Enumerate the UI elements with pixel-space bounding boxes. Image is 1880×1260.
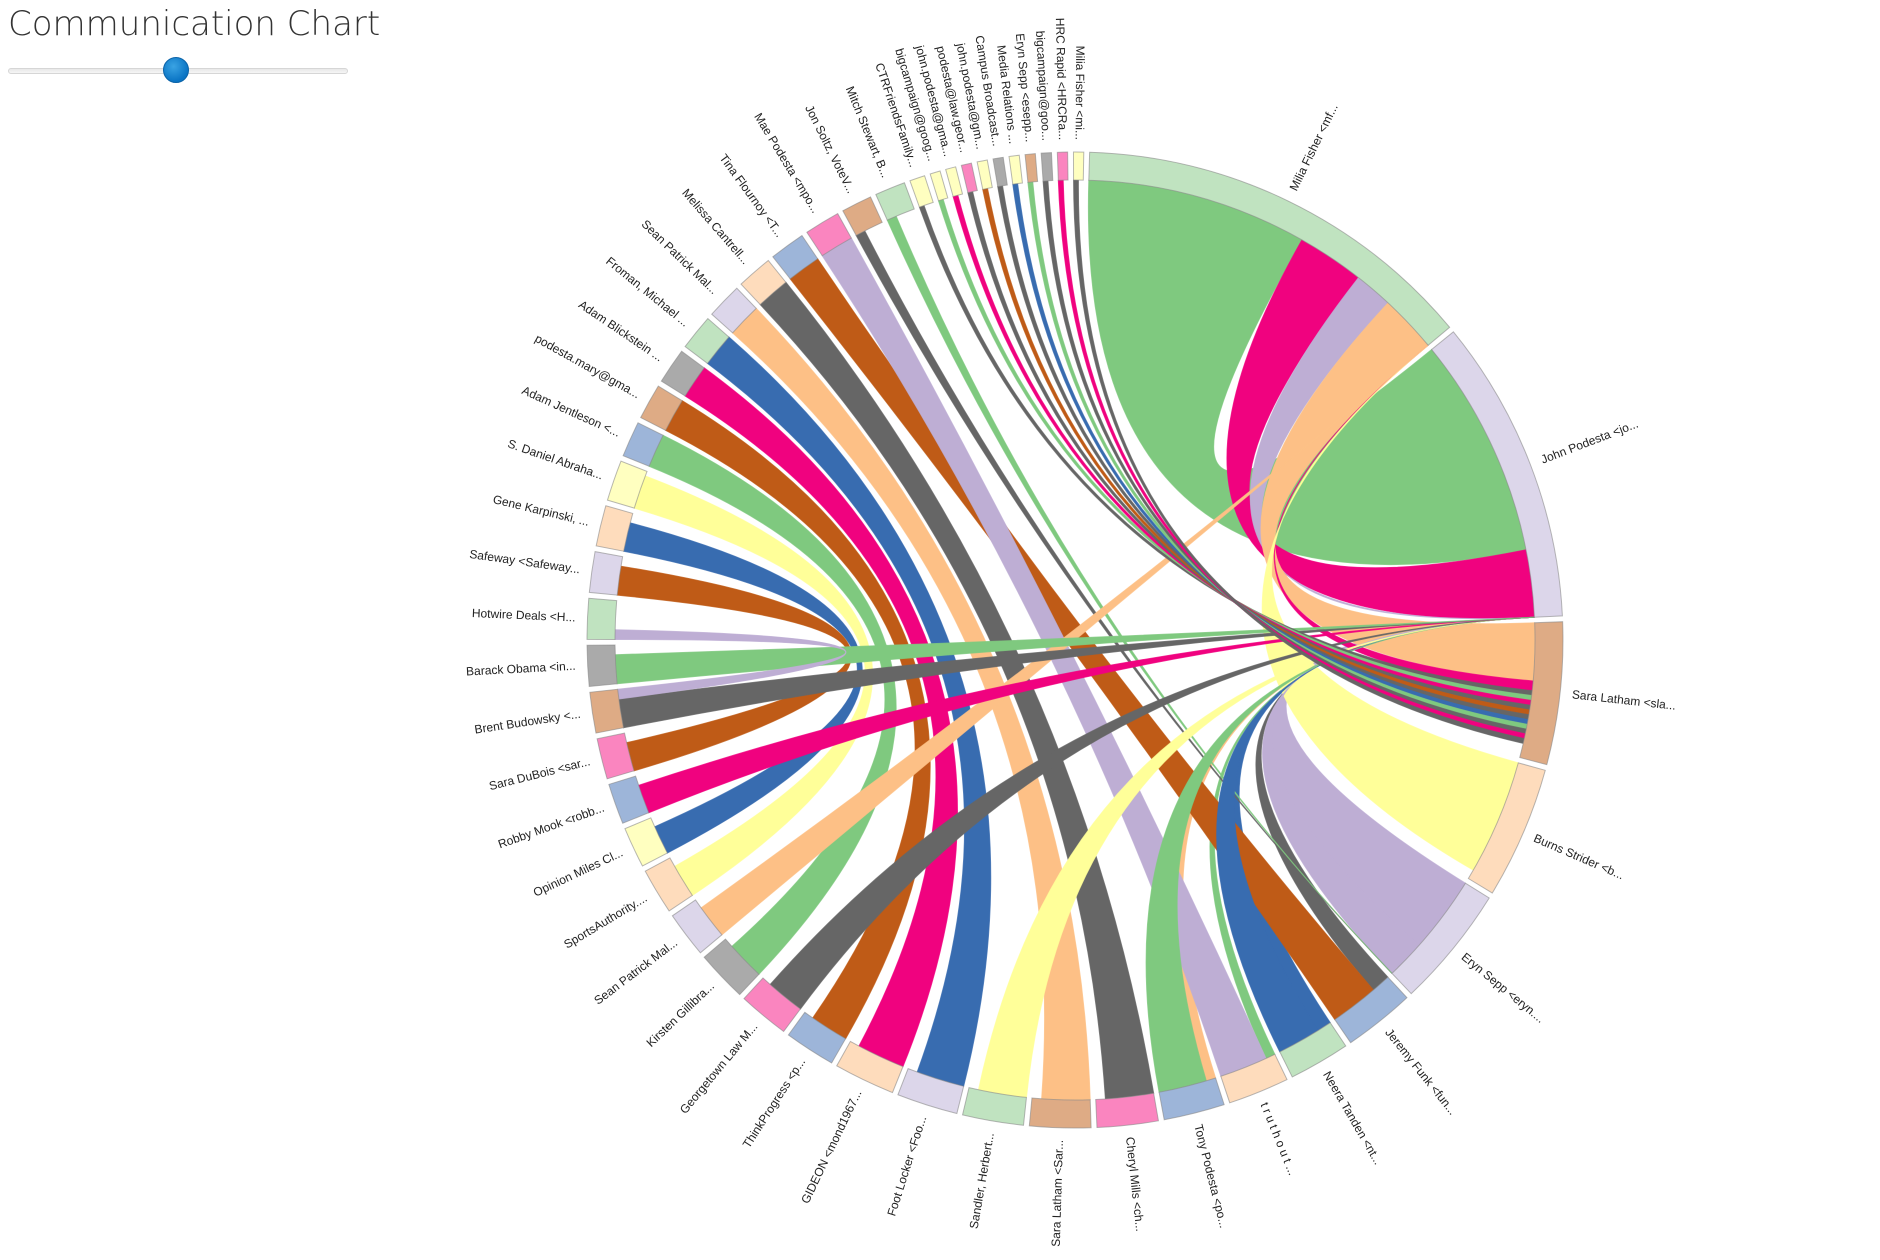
group-arc[interactable]	[1056, 151, 1069, 181]
group-arc[interactable]	[671, 899, 723, 954]
group-label: S. Daniel Abraha...	[506, 436, 605, 482]
group-arc[interactable]	[1467, 762, 1546, 894]
group-label: Jeremy Funk <fun...	[1382, 1026, 1459, 1118]
group-label: Milia Fisher <mi...	[1073, 46, 1088, 140]
group-arc[interactable]	[945, 166, 964, 198]
group-arc[interactable]	[684, 317, 730, 365]
group-arc[interactable]	[1008, 154, 1023, 185]
group-arc[interactable]	[1040, 152, 1054, 182]
group-label: Foot Locker <Foo...	[884, 1114, 929, 1218]
group-arc[interactable]	[743, 977, 802, 1033]
group-label: t r u t h o u t ...	[1258, 1100, 1300, 1177]
group-arc[interactable]	[586, 597, 618, 640]
chord-ribbon[interactable]	[614, 616, 1535, 685]
group-arc-layer	[586, 151, 1564, 1129]
group-label: Adam Jentleson <...	[520, 383, 623, 440]
group-label: Sara Latham <sla...	[1571, 687, 1676, 712]
group-arc[interactable]	[624, 817, 668, 867]
group-label: Kirsten Gillibra...	[644, 979, 717, 1050]
group-arc[interactable]	[1072, 151, 1085, 181]
group-label: Cheryl Mills <ch...	[1123, 1136, 1147, 1232]
group-label: Tina Flournoy <T...	[717, 151, 787, 239]
ribbon-layer	[614, 179, 1536, 1101]
group-arc[interactable]	[875, 182, 915, 221]
group-arc[interactable]	[588, 550, 624, 596]
slider-handle[interactable]	[163, 57, 190, 83]
group-arc[interactable]	[1158, 1077, 1225, 1121]
group-label: bigcampaign@goo...	[1033, 30, 1053, 141]
group-arc[interactable]	[596, 732, 635, 780]
group-arc[interactable]	[1024, 153, 1039, 183]
group-label: Sara Latham <Sar...	[1049, 1140, 1066, 1247]
group-arc[interactable]	[960, 162, 978, 194]
group-arc[interactable]	[608, 775, 650, 824]
group-label: Neera Tanden <nt...	[1320, 1069, 1385, 1167]
group-label: HRC Rapid <HRCRa...	[1053, 18, 1070, 141]
group-arc[interactable]	[589, 688, 625, 734]
group-label: Adam Blickstein ...	[576, 297, 666, 364]
group-arc[interactable]	[976, 159, 993, 190]
group-label: Barack Obama <in...	[466, 659, 576, 679]
group-label: Robby Mook <robb...	[496, 801, 606, 852]
group-label: Opinion Miles Cl...	[531, 846, 625, 900]
group-arc[interactable]	[586, 644, 618, 688]
group-arc[interactable]	[639, 385, 683, 432]
group-label: Eryn Sepp <eryn....	[1459, 950, 1548, 1026]
group-arc[interactable]	[606, 460, 648, 509]
group-arc[interactable]	[1430, 331, 1563, 618]
group-label: Tony Podesta <po...	[1191, 1123, 1231, 1230]
chart-title: Communication Chart	[8, 4, 381, 44]
group-arc[interactable]	[711, 287, 757, 334]
group-arc[interactable]	[1095, 1092, 1160, 1129]
group-arc[interactable]	[806, 212, 852, 257]
group-arc[interactable]	[992, 156, 1008, 188]
group-arc[interactable]	[1279, 1021, 1347, 1078]
group-label: Sean Patrick Mal...	[591, 936, 680, 1008]
group-arc[interactable]	[842, 196, 883, 237]
group-arc[interactable]	[787, 1011, 847, 1064]
group-arc[interactable]	[897, 1068, 965, 1115]
group-arc[interactable]	[1334, 976, 1408, 1044]
group-arc[interactable]	[622, 422, 664, 467]
group-label: GIDEON <mond1967...	[798, 1088, 864, 1206]
group-label: SportsAuthority....	[561, 891, 649, 952]
group-arc[interactable]	[1391, 882, 1490, 995]
threshold-slider[interactable]	[8, 57, 348, 83]
group-label: Safeway <Safeway...	[469, 547, 581, 576]
group-label: Hotwire Deals <H...	[472, 606, 576, 624]
chord-ribbon[interactable]	[769, 616, 1535, 1010]
group-arc[interactable]	[595, 505, 634, 552]
group-label: ThinkProgress <p...	[740, 1055, 809, 1150]
group-arc[interactable]	[740, 259, 787, 306]
group-arc[interactable]	[929, 170, 949, 202]
group-label: Sandler, Herbert...	[967, 1132, 997, 1230]
group-label: Melissa Cantrell...	[679, 186, 752, 267]
group-arc[interactable]	[961, 1087, 1027, 1126]
group-label: Georgetown Law M...	[677, 1020, 761, 1117]
group-arc[interactable]	[644, 857, 694, 912]
group-label: Jon Soltz, VoteV...	[802, 103, 858, 196]
group-arc[interactable]	[1220, 1053, 1288, 1104]
group-arc[interactable]	[836, 1040, 904, 1094]
group-arc[interactable]	[1519, 621, 1564, 766]
group-label: Gene Karpinski, ...	[491, 492, 590, 529]
group-label: John Podesta <jo...	[1539, 417, 1640, 467]
group-arc[interactable]	[1088, 151, 1451, 346]
chord-ribbon[interactable]	[1260, 302, 1536, 682]
group-arc[interactable]	[1028, 1097, 1092, 1129]
group-label: Milia Fisher <mf...	[1287, 101, 1341, 193]
group-arc[interactable]	[772, 234, 819, 280]
group-label: Burns Strider <b...	[1532, 831, 1627, 882]
group-arc[interactable]	[909, 175, 934, 208]
group-arc[interactable]	[703, 938, 760, 996]
group-label: Sara DuBois <sar...	[488, 754, 592, 793]
group-arc[interactable]	[660, 350, 705, 397]
group-label: Brent Budowsky <...	[474, 707, 582, 737]
